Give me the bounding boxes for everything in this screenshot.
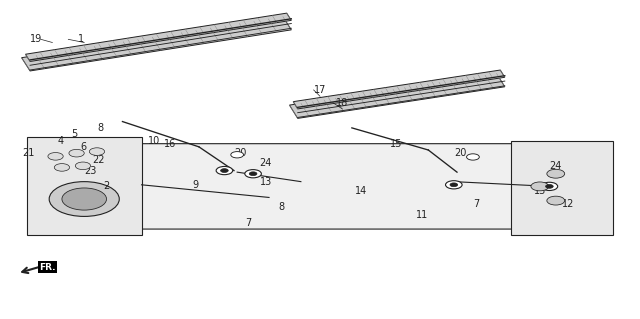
Polygon shape <box>52 144 613 229</box>
Polygon shape <box>22 17 291 71</box>
Text: 18: 18 <box>336 98 348 108</box>
Text: 7: 7 <box>473 199 479 209</box>
Circle shape <box>49 182 119 216</box>
Text: 24: 24 <box>260 158 272 168</box>
Text: 5: 5 <box>72 129 78 139</box>
Polygon shape <box>27 137 141 235</box>
Text: 11: 11 <box>416 210 428 220</box>
Text: 19: 19 <box>30 34 43 44</box>
Text: 24: 24 <box>550 161 562 171</box>
Text: 22: 22 <box>92 154 104 165</box>
Text: 12: 12 <box>563 199 575 209</box>
Text: 13: 13 <box>260 177 272 187</box>
Text: 20: 20 <box>234 148 246 158</box>
Text: 2: 2 <box>104 182 109 191</box>
Text: 13: 13 <box>534 186 546 196</box>
Text: 7: 7 <box>246 218 252 228</box>
Circle shape <box>547 196 564 205</box>
Text: 20: 20 <box>454 148 467 158</box>
Polygon shape <box>293 70 505 109</box>
Text: 14: 14 <box>355 186 367 196</box>
Circle shape <box>541 182 557 190</box>
Polygon shape <box>511 141 613 235</box>
Circle shape <box>69 149 84 157</box>
Circle shape <box>216 167 233 175</box>
Text: 23: 23 <box>84 166 97 175</box>
Text: 6: 6 <box>80 142 86 152</box>
Circle shape <box>231 152 244 158</box>
Circle shape <box>54 164 70 171</box>
Circle shape <box>90 148 104 155</box>
Text: 8: 8 <box>97 123 103 133</box>
Circle shape <box>467 154 479 160</box>
Text: 4: 4 <box>58 136 64 145</box>
Circle shape <box>249 172 257 176</box>
Text: 9: 9 <box>193 180 199 190</box>
Text: 3: 3 <box>81 189 87 199</box>
Polygon shape <box>289 73 505 118</box>
Text: FR.: FR. <box>39 263 56 271</box>
Circle shape <box>76 162 91 170</box>
Text: 17: 17 <box>314 85 326 95</box>
Circle shape <box>547 169 564 178</box>
Circle shape <box>62 188 106 210</box>
Circle shape <box>531 182 548 191</box>
Text: 16: 16 <box>164 139 177 149</box>
Circle shape <box>48 152 63 160</box>
Circle shape <box>221 169 228 173</box>
Circle shape <box>445 181 462 189</box>
Text: 1: 1 <box>78 34 84 44</box>
Text: 8: 8 <box>278 202 285 212</box>
Text: 21: 21 <box>22 148 35 158</box>
Circle shape <box>545 184 553 188</box>
Polygon shape <box>26 13 291 62</box>
Text: 10: 10 <box>148 136 161 145</box>
Circle shape <box>245 170 261 178</box>
Circle shape <box>450 183 458 187</box>
Text: 15: 15 <box>390 139 403 149</box>
